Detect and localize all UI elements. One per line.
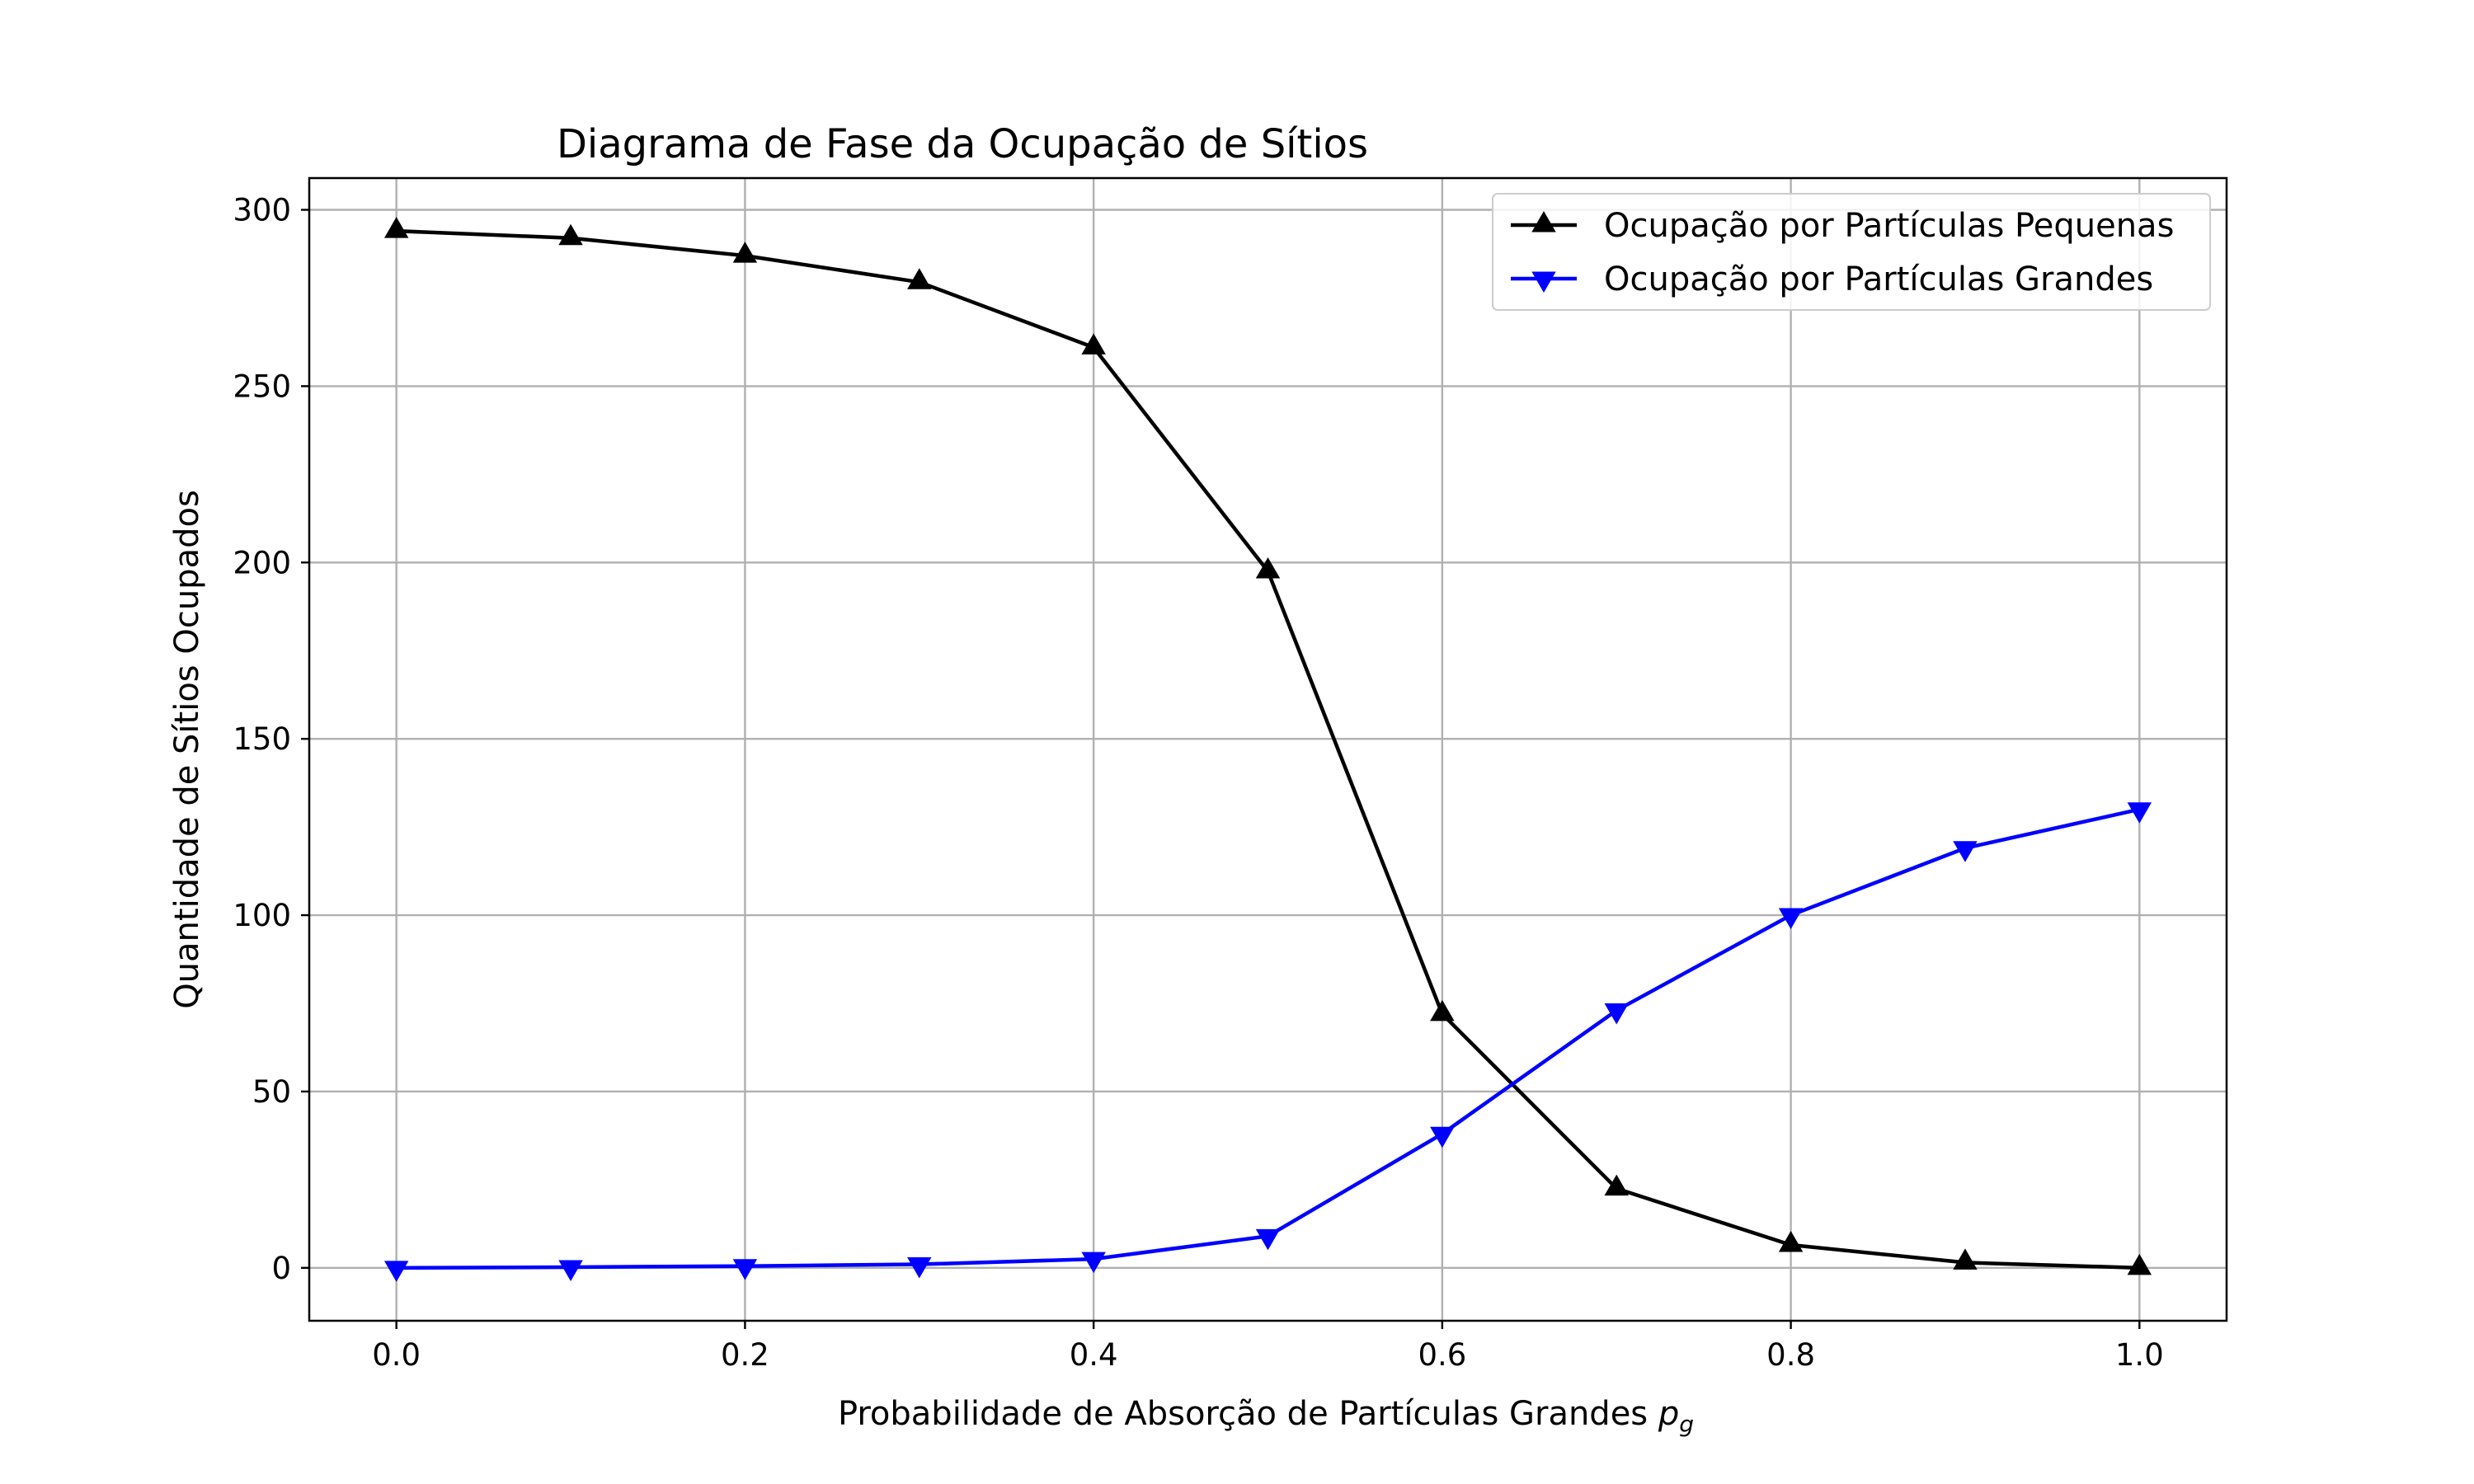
plot-background <box>309 178 2227 1321</box>
series-layer <box>383 217 2152 1282</box>
x-axis-label: Probabilidade de Absorção de Partículas … <box>838 1395 1694 1438</box>
chart-title: Diagrama de Fase da Ocupação de Sítios <box>557 121 1368 167</box>
y-tick-label: 300 <box>233 193 291 228</box>
data-point-1 <box>1604 1003 1629 1025</box>
data-point-0 <box>1953 1248 1978 1270</box>
data-point-0 <box>1778 1231 1804 1252</box>
data-point-0 <box>1255 556 1281 579</box>
data-point-0 <box>2127 1253 2152 1275</box>
y-tick-label: 0 <box>271 1251 291 1286</box>
y-tick-label: 100 <box>233 898 291 933</box>
data-point-1 <box>1081 1252 1106 1274</box>
x-axis-ticks: 0.0 0.2 0.4 0.6 0.8 1.0 <box>372 1321 2164 1373</box>
legend-label-small: Ocupação por Partículas Pequenas <box>1604 207 2174 245</box>
data-point-0 <box>907 268 932 289</box>
legend-label-large: Ocupação por Partículas Grandes <box>1604 261 2153 298</box>
y-tick-label: 250 <box>233 369 291 404</box>
x-tick-label: 0.4 <box>1070 1337 1118 1373</box>
x-tick-label: 0.8 <box>1766 1337 1815 1373</box>
data-point-0 <box>1081 333 1106 355</box>
legend-box <box>1492 193 2211 311</box>
data-point-1 <box>1953 841 1978 862</box>
x-tick-label: 1.0 <box>2115 1337 2164 1373</box>
y-axis-ticks: 0 50 100 150 200 250 300 <box>233 193 309 1286</box>
plot-area <box>308 176 2228 1322</box>
data-point-0 <box>383 217 409 238</box>
data-point-1 <box>558 1260 583 1281</box>
plot-frame <box>308 176 2228 1322</box>
x-tick-label: 0.6 <box>1418 1337 1466 1373</box>
x-axis-label-text: Probabilidade de Absorção de Partículas … <box>838 1395 1648 1433</box>
data-point-0 <box>558 223 583 246</box>
data-point-0 <box>732 242 758 263</box>
y-axis-label: Quantidade de Sítios Ocupados <box>168 490 206 1009</box>
data-point-1 <box>907 1257 932 1279</box>
data-point-1 <box>732 1259 758 1280</box>
legend-marker-small <box>1531 211 1556 232</box>
y-tick-label: 50 <box>252 1074 291 1110</box>
data-point-1 <box>1778 908 1804 930</box>
data-point-1 <box>1430 1126 1455 1148</box>
data-point-1 <box>383 1261 409 1282</box>
legend: Ocupação por Partículas Pequenas Ocupaçã… <box>1492 193 2211 311</box>
legend-marker-large <box>1531 271 1556 293</box>
x-tick-label: 0.2 <box>721 1337 769 1373</box>
data-point-1 <box>2127 802 2152 824</box>
y-tick-label: 200 <box>233 545 291 580</box>
data-point-0 <box>1604 1174 1629 1196</box>
data-point-0 <box>1430 999 1455 1021</box>
x-axis-label-subscript: g <box>1679 1411 1694 1438</box>
data-point-1 <box>1255 1228 1281 1251</box>
x-axis-label-symbol: p <box>1658 1395 1679 1433</box>
x-tick-label: 0.0 <box>372 1337 421 1373</box>
y-tick-label: 150 <box>233 721 291 757</box>
